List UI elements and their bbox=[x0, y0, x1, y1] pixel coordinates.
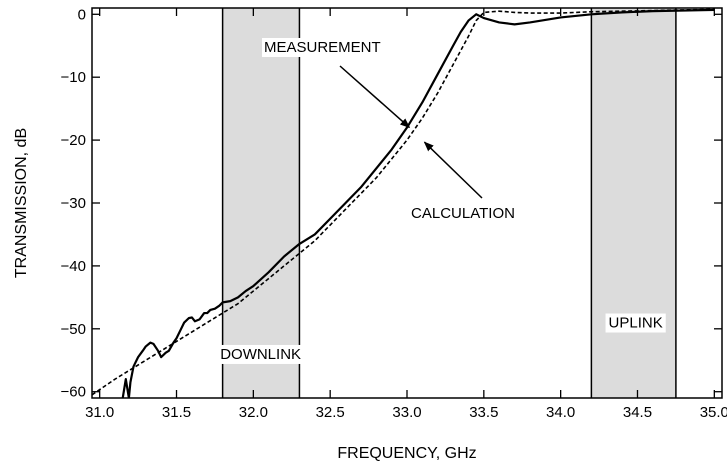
annotation-measurement-bg bbox=[262, 38, 383, 57]
band-label-uplink-text: UPLINK bbox=[609, 315, 663, 332]
band-label-downlink-text: DOWNLINK bbox=[220, 346, 301, 363]
ticks-layer bbox=[92, 8, 722, 398]
annotation-measurement-text: MEASUREMENT bbox=[264, 39, 381, 56]
band-label-uplink: UPLINK bbox=[605, 313, 666, 333]
y-tick-label: −50 bbox=[61, 321, 86, 338]
annotation-calculation-text: CALCULATION bbox=[411, 205, 515, 222]
band-uplink bbox=[591, 8, 676, 398]
x-tick-label: 34.5 bbox=[623, 404, 652, 421]
series-layer bbox=[92, 8, 715, 398]
x-tick-label: 31.0 bbox=[85, 404, 114, 421]
y-tick-label: 0 bbox=[78, 6, 86, 23]
bands-layer bbox=[221, 8, 677, 398]
y-tick-label: −60 bbox=[61, 384, 86, 401]
x-tick-label: 33.0 bbox=[392, 404, 421, 421]
x-tick-label: 35.0 bbox=[700, 404, 727, 421]
x-tick-label: 33.5 bbox=[469, 404, 498, 421]
y-axis-title: TRANSMISSION, dB bbox=[13, 128, 30, 278]
labels-layer: 31.0 31.5 32.0 32.5 33.0 33.5 34.0 34.5 35.0 0 −10… bbox=[61, 6, 727, 421]
band-label-uplink-bg bbox=[605, 313, 666, 333]
annotation-calculation-bg bbox=[409, 204, 517, 223]
series-measurement-line bbox=[121, 8, 715, 398]
y-tick-label: −10 bbox=[61, 69, 86, 86]
annotation-calculation: CALCULATION bbox=[409, 141, 517, 223]
x-axis-title: FREQUENCY, GHz bbox=[337, 445, 476, 462]
annotation-measurement-arrow bbox=[339, 65, 411, 129]
y-tick-label: −30 bbox=[61, 195, 86, 212]
band-downlink bbox=[222, 8, 300, 398]
x-tick-label: 31.5 bbox=[162, 404, 191, 421]
annotation-calculation-arrow bbox=[423, 141, 483, 199]
annotations-layer: DOWNLINK UPLINK MEASUREMENT CALCULATION bbox=[217, 38, 666, 364]
band-label-downlink-bg bbox=[217, 344, 305, 364]
x-tick-label: 34.0 bbox=[546, 404, 575, 421]
x-tick-label: 32.5 bbox=[316, 404, 345, 421]
y-tick-label: −20 bbox=[61, 132, 86, 149]
band-label-downlink: DOWNLINK bbox=[217, 344, 305, 364]
x-tick-label: 32.0 bbox=[239, 404, 268, 421]
annotation-measurement: MEASUREMENT bbox=[262, 38, 411, 129]
y-tick-label: −40 bbox=[61, 258, 86, 275]
